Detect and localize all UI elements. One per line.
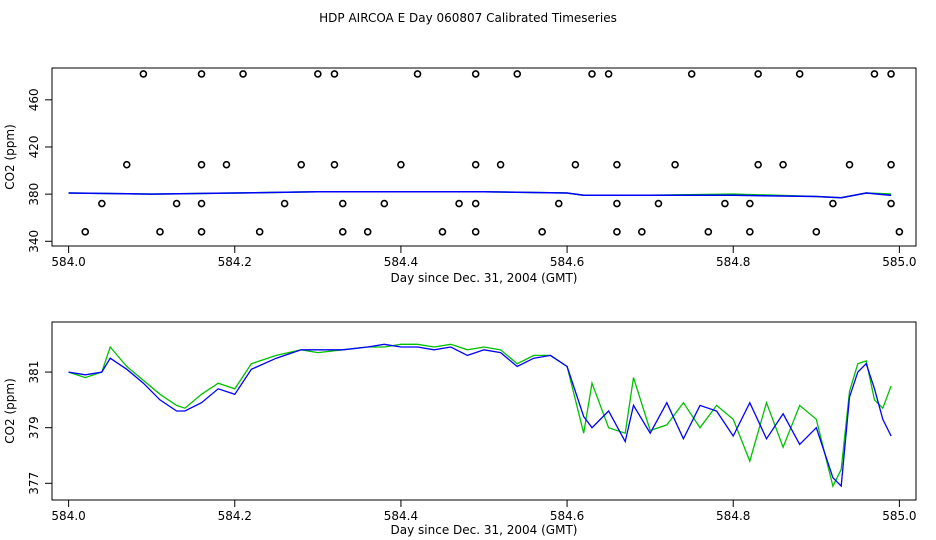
top-y-tick-label: 460 [27,88,41,111]
bottom-y-axis-label: CO2 (ppm) [3,378,17,444]
top-scatter-points [81,70,904,236]
top-y-axis-label: CO2 (ppm) [3,124,17,190]
top-blue-series-line [68,191,892,199]
top-x-tick-label: 584.0 [51,255,85,269]
scatter-point [197,160,206,169]
bottom-x-tick-label: 584.8 [716,509,750,523]
scatter-point [496,160,505,169]
scatter-point [455,199,463,208]
top-y-tick-label: 420 [27,136,41,159]
top-y-tick-label: 380 [27,183,41,206]
scatter-point [870,70,879,78]
scatter-point [471,160,480,169]
scatter-point [363,228,372,236]
scatter-point [397,160,405,169]
scatter-point [380,199,389,208]
scatter-point [338,199,347,208]
scatter-point [754,160,762,169]
scatter-point [471,199,480,208]
scatter-point [122,160,131,169]
bottom-y-tick-label: 377 [27,472,41,495]
scatter-point [613,199,621,208]
scatter-point [139,70,148,78]
scatter-point [654,199,663,208]
scatter-point [795,70,804,78]
scatter-point [81,228,90,236]
scatter-point [588,70,596,78]
scatter-point [779,160,787,169]
top-x-tick-label: 584.2 [218,255,252,269]
scatter-point [471,228,480,236]
scatter-point [197,199,206,208]
scatter-point [704,228,713,236]
scatter-point [330,160,339,169]
scatter-point [687,70,696,78]
scatter-point [314,70,322,78]
scatter-point [338,228,347,236]
scatter-point [156,228,164,236]
scatter-point [538,228,546,236]
scatter-point [413,70,422,78]
scatter-point [297,160,306,169]
scatter-point [671,160,679,169]
scatter-point [754,70,762,78]
scatter-point [746,228,754,236]
scatter-point [197,70,206,78]
top-y-axis: 340 380 420 460 [27,88,52,253]
bottom-green-series-line [68,343,892,488]
scatter-point [280,199,289,208]
bottom-x-tick-label: 584.2 [218,509,252,523]
scatter-point [571,160,580,169]
scatter-point [222,160,231,169]
scatter-point [554,199,563,208]
bottom-y-tick-label: 381 [27,361,41,384]
scatter-point [721,199,729,208]
scatter-point [330,70,339,78]
bottom-blue-series-line [68,343,892,488]
bottom-x-tick-label: 584.6 [550,509,584,523]
scatter-point [613,160,621,169]
scatter-point [887,70,895,78]
top-x-tick-label: 585.0 [882,255,916,269]
top-x-tick-label: 584.4 [384,255,418,269]
scatter-point [471,70,480,78]
scatter-point [887,160,895,169]
bottom-x-tick-label: 584.0 [51,509,85,523]
scatter-point [895,228,904,236]
bottom-x-tick-label: 585.0 [882,509,916,523]
scatter-point [746,199,754,208]
scatter-point [829,199,837,208]
top-x-axis-label: Day since Dec. 31, 2004 (GMT) [391,271,578,285]
scatter-point [812,228,821,236]
scatter-point [98,199,106,208]
bottom-y-tick-label: 379 [27,416,41,439]
scatter-point [255,228,264,236]
scatter-point [513,70,522,78]
bottom-x-tick-label: 584.4 [384,509,418,523]
scatter-point [197,228,206,236]
top-plot-frame [51,67,917,247]
top-x-tick-label: 584.8 [716,255,750,269]
bottom-x-axis-label: Day since Dec. 31, 2004 (GMT) [391,523,578,537]
scatter-point [438,228,447,236]
top-green-series-line [68,191,892,199]
bottom-x-axis: 584.0 584.2 584.4 584.6 584.8 585.0 [51,500,917,523]
scatter-point [604,70,613,78]
top-x-axis: 584.0 584.2 584.4 584.6 584.8 585.0 [51,246,917,269]
scatter-point [887,199,895,208]
top-panel: 584.0 584.2 584.4 584.6 584.8 585.0 340 380 420… [3,67,917,285]
scatter-point [172,199,181,208]
top-x-tick-label: 584.6 [550,255,584,269]
bottom-y-axis: 377 379 381 [27,361,52,495]
figure-title: HDP AIRCOA E Day 060807 Calibrated Times… [319,11,617,25]
top-y-tick-label: 340 [27,230,41,253]
bottom-plot-frame [51,321,917,501]
scatter-point [239,70,247,78]
bottom-panel: 584.0 584.2 584.4 584.6 584.8 585.0 377 379 381… [3,321,917,537]
scatter-point [638,228,646,236]
scatter-point [845,160,854,169]
scatter-point [613,228,621,236]
